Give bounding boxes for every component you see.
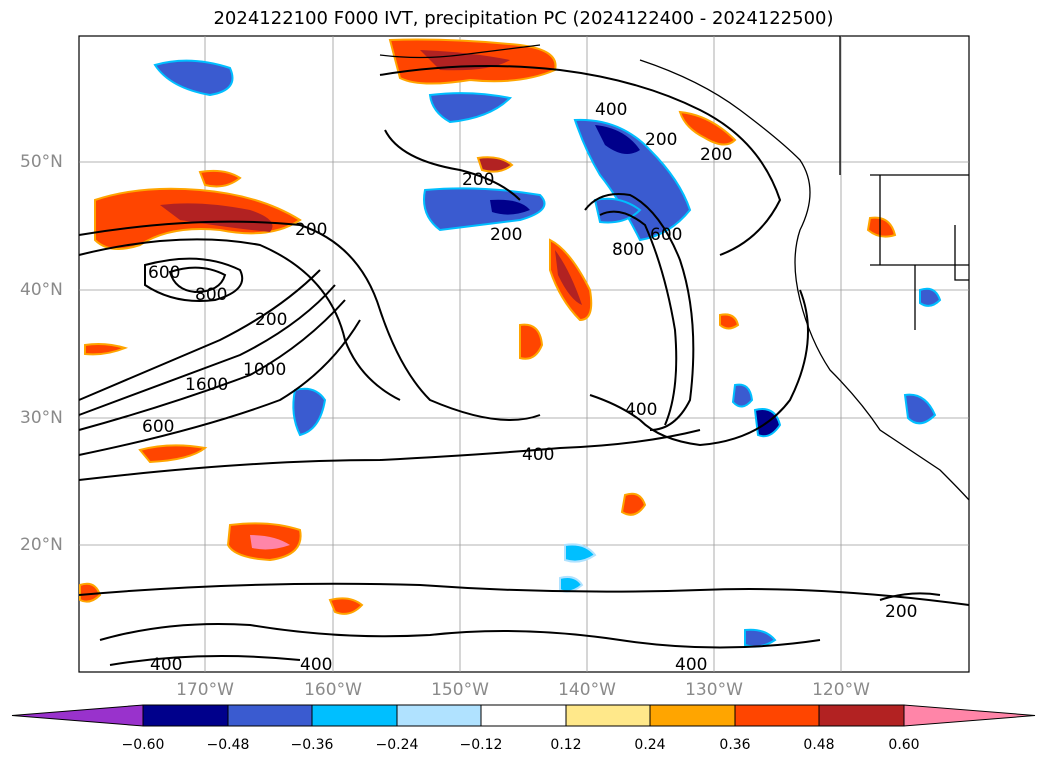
- precip-area: [595, 125, 640, 154]
- colorbar-bin: [227, 704, 313, 727]
- precip-positive-areas: [79, 38, 897, 615]
- precip-area: [250, 535, 290, 550]
- precip-area: [564, 543, 597, 563]
- contour-label: 400: [675, 655, 707, 675]
- precip-area: [519, 323, 544, 360]
- contour-label: 1000: [243, 360, 286, 380]
- precip-area: [292, 387, 327, 437]
- contour-label: 200: [645, 130, 677, 150]
- precip-area: [555, 250, 582, 305]
- colorbar-tick: 0.12: [550, 737, 582, 753]
- contour-label: 600: [148, 263, 180, 283]
- precip-area: [428, 92, 513, 124]
- precip-area: [423, 187, 546, 232]
- contour-label: 1600: [185, 375, 228, 395]
- precip-negative-areas: [153, 59, 942, 648]
- map-title: 2024122100 F000 IVT, precipitation PC (2…: [213, 8, 834, 29]
- contour-label: 200: [295, 220, 327, 240]
- precip-area: [678, 110, 737, 146]
- precip-area: [731, 383, 754, 408]
- precip-area: [490, 199, 530, 215]
- lat-label-40n: 40°N: [20, 280, 63, 300]
- contour-labels: 400 200 200 200 200 200 600 600 800 800 …: [142, 100, 917, 675]
- colorbar-extend-low: [11, 704, 144, 727]
- precip-area: [476, 156, 514, 173]
- contour-label: 400: [150, 655, 182, 675]
- precip-area: [903, 393, 937, 425]
- precip-area: [593, 197, 642, 224]
- precip-area: [620, 492, 647, 516]
- lon-label-140w: 140°W: [558, 680, 616, 700]
- contour-label: 800: [195, 285, 227, 305]
- lon-label-120w: 120°W: [812, 680, 870, 700]
- precip-area: [198, 169, 242, 188]
- precip-area: [79, 582, 102, 603]
- contour-label: 400: [300, 655, 332, 675]
- precip-area: [866, 216, 897, 238]
- colorbar-bin: [734, 704, 820, 727]
- contour-label: 400: [625, 400, 657, 420]
- colorbar-bin: [142, 704, 229, 727]
- precip-area: [328, 597, 364, 615]
- contour-label: 400: [595, 100, 627, 120]
- contour-label: 200: [255, 310, 287, 330]
- contour-label: 200: [700, 145, 732, 165]
- lon-label-170w: 170°W: [176, 680, 234, 700]
- colorbar-bin: [396, 704, 482, 727]
- lon-label-150w: 150°W: [431, 680, 489, 700]
- precip-area: [160, 203, 273, 232]
- lat-label-50n: 50°N: [20, 152, 63, 172]
- contour-label: 200: [885, 602, 917, 622]
- colorbar-extend-high: [903, 704, 1036, 727]
- contour-label: 600: [650, 225, 682, 245]
- colorbar-tick: 0.48: [803, 737, 835, 753]
- colorbar: [11, 704, 1036, 727]
- colorbar-tick: 0.60: [888, 737, 920, 753]
- precip-area: [138, 444, 208, 464]
- lat-label-30n: 30°N: [20, 408, 63, 428]
- contour-label: 400: [522, 445, 554, 465]
- colorbar-bin: [311, 704, 398, 727]
- lat-label-20n: 20°N: [20, 535, 63, 555]
- colorbar-bin: [480, 704, 567, 727]
- coastlines: [379, 36, 970, 501]
- gridlines: [79, 36, 969, 672]
- contour-label: 800: [612, 240, 644, 260]
- colorbar-bin: [565, 704, 651, 727]
- precip-area: [719, 313, 740, 330]
- colorbar-tick: −0.12: [459, 737, 503, 753]
- colorbar-tick: 0.36: [719, 737, 751, 753]
- contour-label: 200: [490, 225, 522, 245]
- colorbar-tick: −0.36: [290, 737, 334, 753]
- contour-label: 600: [142, 417, 174, 437]
- colorbar-bin: [818, 704, 905, 727]
- ivt-contours: [78, 65, 970, 666]
- precip-area: [573, 118, 692, 242]
- contour-label: 200: [462, 170, 494, 190]
- colorbar-tick: −0.48: [206, 737, 250, 753]
- precip-area: [84, 343, 129, 356]
- colorbar-tick: −0.60: [121, 737, 165, 753]
- colorbar-tick: 0.24: [634, 737, 666, 753]
- colorbar-bin: [649, 704, 736, 727]
- colorbar-tick: −0.24: [375, 737, 419, 753]
- precip-area: [153, 59, 234, 97]
- precip-area: [919, 287, 942, 307]
- lon-label-160w: 160°W: [304, 680, 362, 700]
- lon-label-130w: 130°W: [685, 680, 743, 700]
